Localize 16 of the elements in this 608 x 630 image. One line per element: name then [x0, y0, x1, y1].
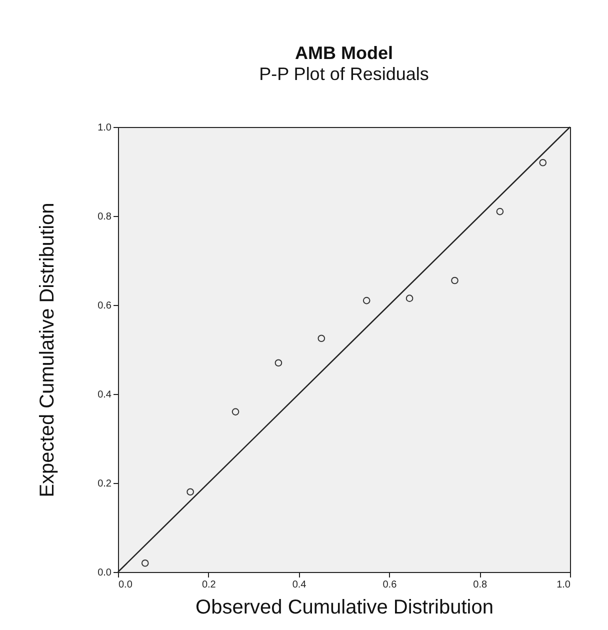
y-tick-label: 0.6 [98, 300, 112, 312]
x-tick-label: 0.6 [382, 580, 398, 590]
x-tick-label: 0.8 [473, 580, 488, 590]
chart-title: AMB Model [295, 43, 393, 63]
y-tick-label: 0.4 [98, 390, 112, 400]
chart-subtitle: P-P Plot of Residuals [259, 64, 429, 84]
x-tick-label: 0.4 [292, 580, 307, 590]
x-tick-label: 0.0 [118, 580, 133, 590]
y-tick-label: 0.2 [98, 478, 112, 490]
y-tick-label: 0.8 [98, 212, 112, 222]
x-tick-label: 0.2 [202, 580, 216, 590]
y-tick-label: 1.0 [98, 122, 112, 134]
x-tick-label: 1.0 [556, 580, 571, 590]
x-axis-title: Observed Cumulative Distribution [196, 596, 494, 618]
y-axis-title: Expected Cumulative Distribution [36, 202, 59, 498]
y-tick-label: 0.0 [98, 568, 112, 578]
